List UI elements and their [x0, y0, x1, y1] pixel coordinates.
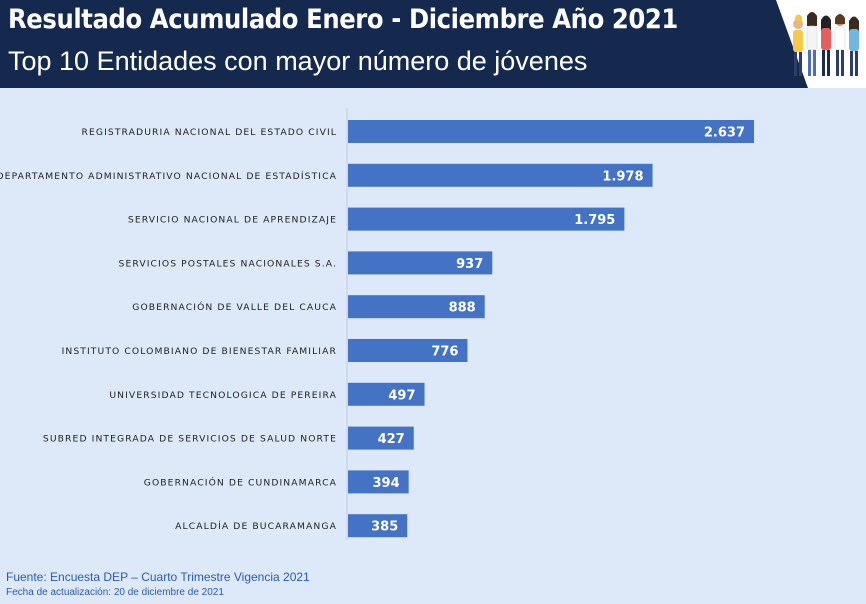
footer-update-date: Fecha de actualización: 20 de diciembre … — [6, 587, 224, 598]
page-subtitle: Top 10 Entidades con mayor número de jóv… — [8, 46, 588, 76]
group-of-young-people-icon — [776, 0, 866, 88]
footer-source: Fuente: Encuesta DEP – Cuarto Trimestre … — [6, 570, 310, 584]
bar — [348, 120, 754, 143]
bar-value-label: 937 — [456, 257, 483, 272]
category-label: INSTITUTO COLOMBIANO DE BIENESTAR FAMILI… — [62, 346, 337, 357]
bar-value-label: 394 — [373, 476, 400, 491]
category-label: SERVICIOS POSTALES NACIONALES S.A. — [119, 258, 337, 269]
bar-value-label: 1.795 — [574, 213, 615, 228]
bar — [348, 470, 409, 494]
bar-value-label: 1.978 — [602, 169, 643, 184]
bar-chart: REGISTRADURIA NACIONAL DEL ESTADO CIVIL 2… — [0, 108, 754, 540]
bar — [348, 339, 468, 362]
bar-value-label: 776 — [431, 345, 458, 360]
category-label: REGISTRADURIA NACIONAL DEL ESTADO CIVIL — [81, 127, 337, 138]
bar-value-label: 385 — [371, 520, 398, 535]
bar — [348, 295, 485, 319]
bar-value-label: 2.637 — [704, 126, 745, 141]
category-label: GOBERNACIÓN DE VALLE DEL CAUCA — [132, 301, 337, 313]
bar — [348, 514, 408, 538]
category-label: SUBRED INTEGRADA DE SERVICIOS DE SALUD N… — [43, 434, 337, 445]
category-label: UNIVERSIDAD TECNOLOGICA DE PEREIRA — [109, 390, 337, 401]
category-label: GOBERNACIÓN DE CUNDINAMARCA — [144, 476, 337, 488]
category-label: DEPARTAMENTO ADMINISTRATIVO NACIONAL DE … — [0, 170, 337, 182]
category-label: ALCALDÍA DE BUCARAMANGA — [175, 520, 337, 532]
bar — [348, 426, 414, 450]
bar — [348, 382, 425, 406]
bar-value-label: 888 — [449, 301, 476, 316]
header-banner: Resultado Acumulado Enero - Diciembre Añ… — [0, 0, 866, 88]
bar-value-label: 497 — [388, 388, 415, 403]
bar-value-label: 427 — [378, 432, 405, 447]
bar — [348, 163, 653, 187]
category-label: SERVICIO NACIONAL DE APRENDIZAJE — [128, 215, 337, 226]
page-title: Resultado Acumulado Enero - Diciembre Añ… — [8, 4, 678, 35]
bar — [348, 207, 625, 231]
bar — [348, 251, 493, 275]
